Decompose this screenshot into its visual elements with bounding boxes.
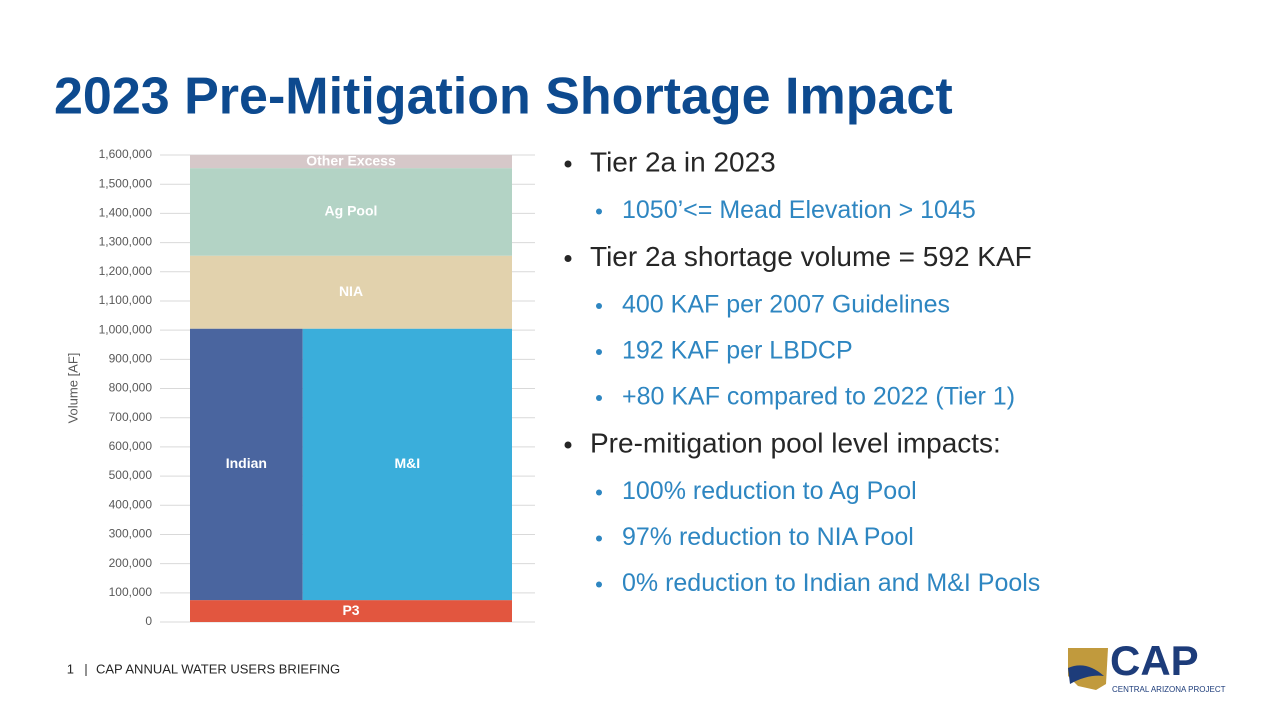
y-tick-label: 700,000 [109,410,153,424]
sub-bullet-dot [596,535,602,542]
sub-bullet: 0% reduction to Indian and M&I Pools [622,569,1040,597]
logo: CAP CENTRAL ARIZONA PROJECT [1068,637,1226,694]
segment-label: Ag Pool [325,203,378,219]
sub-bullet-dot [596,303,602,309]
y-tick-label: 900,000 [109,351,153,365]
bullet-dot [564,441,572,449]
y-tick-label: 300,000 [109,527,153,541]
bar-segment [190,328,303,601]
y-tick-label: 1,400,000 [99,206,153,220]
bar-segment [190,155,512,169]
sub-bullet: 1050’<= Mead Elevation > 1045 [622,196,976,224]
logo-subtitle: CENTRAL ARIZONA PROJECT [1112,685,1226,694]
y-tick-label: 600,000 [109,439,153,453]
segment-label: Other Excess [306,152,396,168]
sub-bullet: 97% reduction to NIA Pool [622,523,914,551]
segment-label: Indian [226,455,267,471]
footer-text: CAP ANNUAL WATER USERS BRIEFING [96,661,340,676]
y-tick-label: 400,000 [109,497,153,511]
y-tick-label: 1,600,000 [99,147,153,161]
y-tick-label: 1,500,000 [99,176,153,190]
bullet: Pre-mitigation pool level impacts: [590,427,1001,458]
bar-segment [302,328,512,601]
y-tick-label: 0 [145,614,152,628]
bullet-dot [564,160,572,168]
bullet: Tier 2a shortage volume = 592 KAF [590,241,1032,272]
y-tick-label: 1,300,000 [99,235,153,249]
sub-bullet-dot [596,395,602,401]
logo-name: CAP [1110,637,1199,684]
sub-bullet-dot [596,349,602,355]
y-tick-label: 1,200,000 [99,264,153,278]
y-tick-label: 1,000,000 [99,322,153,336]
sub-bullet: 192 KAF per LBDCP [622,337,853,365]
y-tick-label: 200,000 [109,556,153,570]
sub-bullet: +80 KAF compared to 2022 (Tier 1) [622,383,1015,411]
bar-segment [190,168,512,256]
sub-bullet: 100% reduction to Ag Pool [622,477,917,505]
bullet-dot [564,255,572,262]
bar-segment [190,255,512,329]
y-axis-label: Volume [AF] [65,353,80,424]
page-number: 1 [67,661,74,676]
logo-wave [1068,665,1104,684]
sub-bullet: 400 KAF per 2007 Guidelines [622,291,950,319]
segment-label: P3 [342,602,359,618]
slide-title: 2023 Pre-Mitigation Shortage Impact [54,68,953,126]
y-tick-label: 800,000 [109,381,153,395]
bar-segment [190,600,512,622]
y-tick-label: 500,000 [109,468,153,482]
y-tick-label: 1,100,000 [99,293,153,307]
y-tick-label: 100,000 [109,585,153,599]
segment-label: M&I [395,455,421,471]
bullet: Tier 2a in 2023 [590,146,776,177]
segment-label: NIA [339,283,363,299]
sub-bullet-dot [596,489,602,496]
sub-bullet-dot [596,208,602,215]
sub-bullet-dot [596,581,602,588]
